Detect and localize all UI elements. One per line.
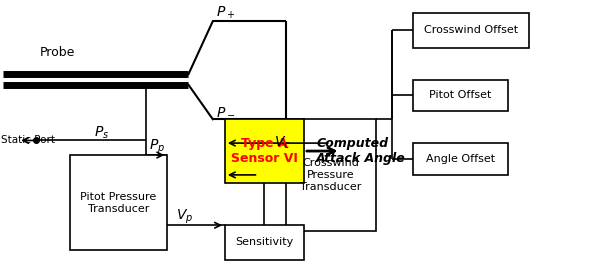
Text: Crosswind Offset: Crosswind Offset — [424, 25, 518, 36]
Text: Pitot Offset: Pitot Offset — [429, 90, 492, 100]
Text: $V_c$: $V_c$ — [274, 135, 291, 151]
Bar — [70, 155, 167, 250]
Bar — [413, 143, 508, 175]
Bar — [413, 80, 508, 111]
Text: $P_p$: $P_p$ — [149, 138, 165, 156]
Text: $P_-$: $P_-$ — [216, 104, 235, 118]
Text: Crosswind
Pressure
Transducer: Crosswind Pressure Transducer — [300, 158, 361, 192]
Text: Type A
Sensor VI: Type A Sensor VI — [231, 137, 298, 165]
Bar — [225, 119, 304, 183]
Text: $P_s$: $P_s$ — [94, 124, 109, 141]
Text: Pitot Pressure
Transducer: Pitot Pressure Transducer — [80, 192, 157, 214]
Text: $P_+$: $P_+$ — [216, 5, 235, 21]
Text: Static Port: Static Port — [1, 135, 55, 145]
Bar — [286, 119, 376, 231]
Text: Angle Offset: Angle Offset — [426, 154, 495, 164]
Text: $V_p$: $V_p$ — [176, 208, 193, 227]
Text: Probe: Probe — [40, 46, 75, 60]
Text: Sensitivity: Sensitivity — [235, 237, 294, 248]
Text: Computed
Attack Angle: Computed Attack Angle — [316, 137, 406, 165]
Bar — [413, 13, 529, 48]
Bar — [225, 225, 304, 260]
